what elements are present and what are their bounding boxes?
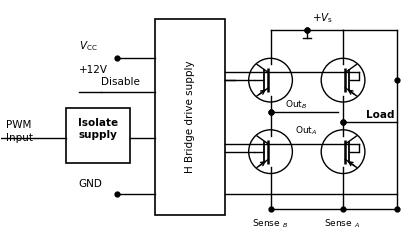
- Text: $+V_{\rm s}$: $+V_{\rm s}$: [312, 12, 333, 26]
- Text: Out$_A$: Out$_A$: [295, 125, 318, 137]
- Text: Isolate: Isolate: [78, 118, 118, 128]
- Text: Out$_B$: Out$_B$: [286, 99, 308, 111]
- Text: H Bridge drive supply: H Bridge drive supply: [185, 61, 195, 173]
- Text: +12V: +12V: [79, 65, 108, 75]
- Text: Disable: Disable: [101, 77, 140, 87]
- Text: $V_{\rm CC}$: $V_{\rm CC}$: [79, 40, 98, 53]
- Text: Load: Load: [366, 110, 394, 120]
- Text: GND: GND: [79, 179, 103, 189]
- Bar: [156, 18, 225, 215]
- Text: Sense $_{A}$: Sense $_{A}$: [324, 217, 360, 230]
- Text: PWM: PWM: [6, 120, 32, 130]
- Text: supply: supply: [78, 130, 117, 140]
- Bar: [66, 108, 130, 163]
- Text: Sense $_{B}$: Sense $_{B}$: [252, 217, 288, 230]
- Text: Input: Input: [6, 133, 33, 143]
